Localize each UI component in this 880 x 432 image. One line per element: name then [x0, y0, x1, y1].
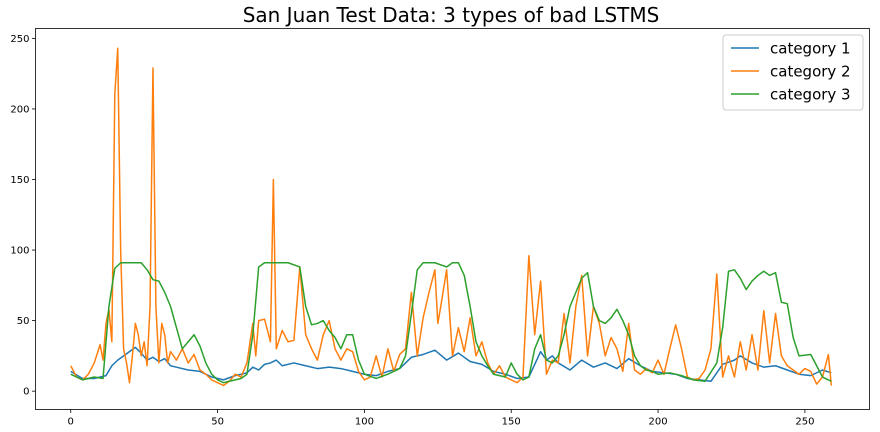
- x-axis: 0 50 100 150 200 250: [68, 409, 814, 428]
- x-tick-label: 100: [355, 417, 374, 428]
- legend: category 1 category 2 category 3: [722, 34, 864, 111]
- series-group: [70, 47, 833, 387]
- legend-label-1: category 1: [770, 40, 851, 58]
- y-tick-label: 200: [10, 104, 29, 115]
- plot-frame: [35, 28, 870, 410]
- x-tick-label: 50: [211, 417, 224, 428]
- y-axis: 0 50 100 150 200 250: [10, 34, 36, 398]
- x-tick-label: 250: [795, 417, 814, 428]
- legend-box: [722, 34, 864, 111]
- legend-label-2: category 2: [770, 63, 851, 81]
- y-tick-label: 0: [23, 387, 29, 398]
- x-tick-label: 0: [68, 417, 74, 428]
- legend-label-3: category 3: [770, 86, 851, 104]
- x-tick-label: 150: [502, 417, 521, 428]
- x-tick-label: 200: [649, 417, 668, 428]
- chart-title: San Juan Test Data: 3 types of bad LSTMS: [243, 3, 660, 27]
- series-line-3: [70, 261, 832, 384]
- y-tick-label: 50: [17, 316, 30, 327]
- y-tick-label: 150: [10, 175, 29, 186]
- y-tick-label: 250: [10, 34, 29, 45]
- y-tick-label: 100: [10, 246, 29, 257]
